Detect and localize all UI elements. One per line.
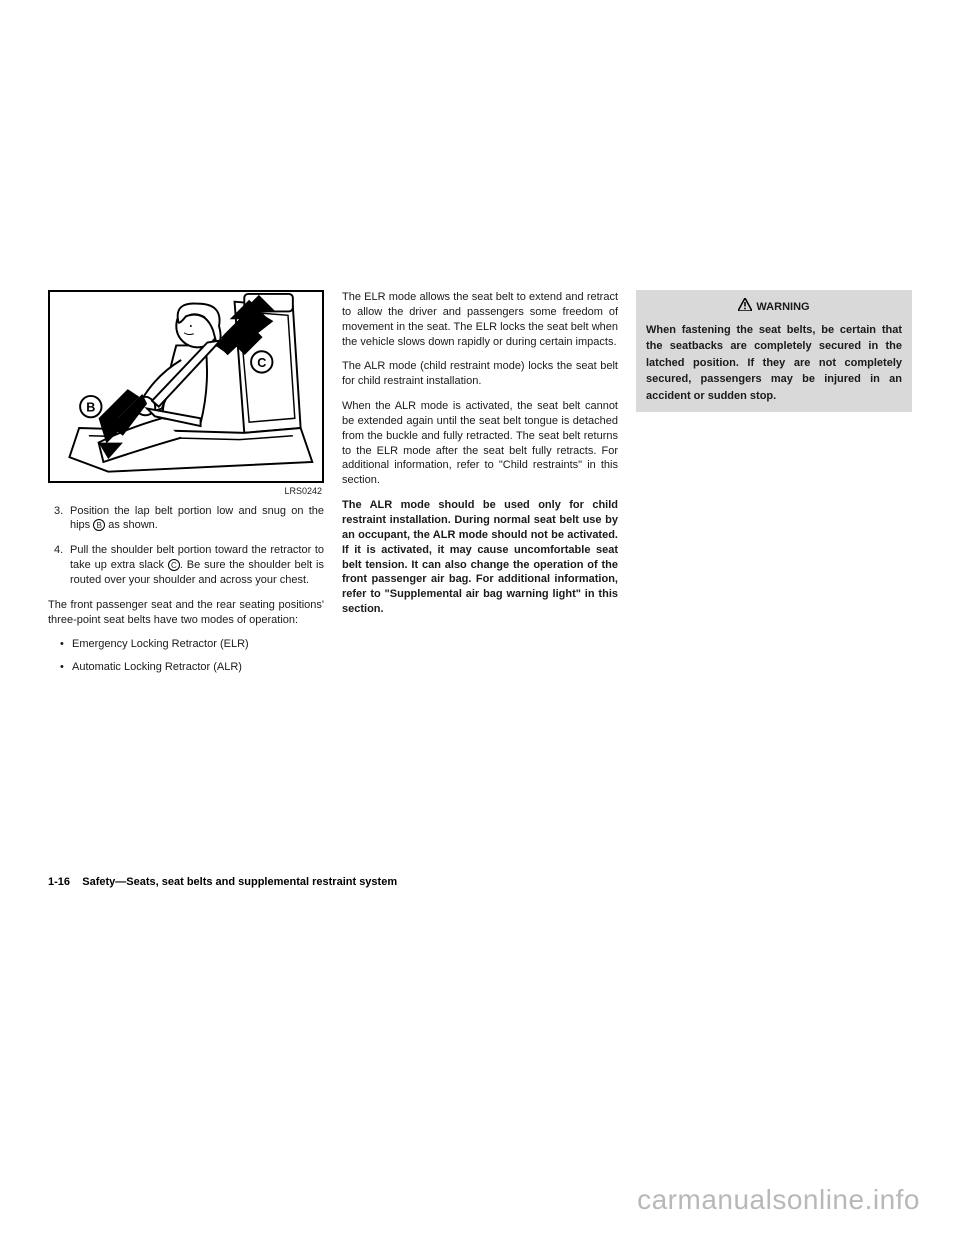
seatbelt-illustration: C B <box>50 292 322 477</box>
step-3: Position the lap belt portion low and sn… <box>48 504 324 534</box>
marker-b-inline: B <box>93 519 105 531</box>
section-title: Safety—Seats, seat belts and supplementa… <box>82 876 397 888</box>
svg-text:B: B <box>86 400 95 414</box>
mode-elr: Emergency Locking Retractor (ELR) <box>60 637 324 652</box>
watermark: carmanualsonline.info <box>637 1184 920 1216</box>
seatbelt-figure: C B <box>48 290 324 483</box>
column-3: WARNING When fastening the seat belts, b… <box>636 290 912 683</box>
step3-text-post: as shown. <box>105 519 158 531</box>
svg-text:C: C <box>257 356 266 370</box>
figure-label: LRS0242 <box>48 485 324 497</box>
page-number: 1-16 <box>48 876 70 888</box>
column-1: C B LRS0242 Position the lap belt portio… <box>48 290 324 683</box>
warning-icon <box>738 298 752 316</box>
alr-description: The ALR mode (child restraint mode) lock… <box>342 359 618 389</box>
step-4: Pull the shoulder belt portion toward th… <box>48 543 324 588</box>
warning-text: When fastening the seat belts, be certai… <box>646 322 902 405</box>
elr-description: The ELR mode allows the seat belt to ext… <box>342 290 618 349</box>
page-content: C B LRS0242 Position the lap belt portio… <box>48 290 912 683</box>
warning-box: WARNING When fastening the seat belts, b… <box>636 290 912 412</box>
column-2: The ELR mode allows the seat belt to ext… <box>342 290 618 683</box>
marker-c-inline: C <box>168 559 180 571</box>
page-footer: 1-16 Safety—Seats, seat belts and supple… <box>48 876 397 888</box>
mode-alr: Automatic Locking Retractor (ALR) <box>60 660 324 675</box>
warning-header: WARNING <box>646 298 902 316</box>
instruction-steps: Position the lap belt portion low and sn… <box>48 504 324 588</box>
modes-list: Emergency Locking Retractor (ELR) Automa… <box>48 637 324 675</box>
alr-warning-para: The ALR mode should be used only for chi… <box>342 498 618 617</box>
warning-label: WARNING <box>756 300 809 315</box>
modes-intro: The front passenger seat and the rear se… <box>48 598 324 628</box>
alr-activation: When the ALR mode is activated, the seat… <box>342 399 618 488</box>
